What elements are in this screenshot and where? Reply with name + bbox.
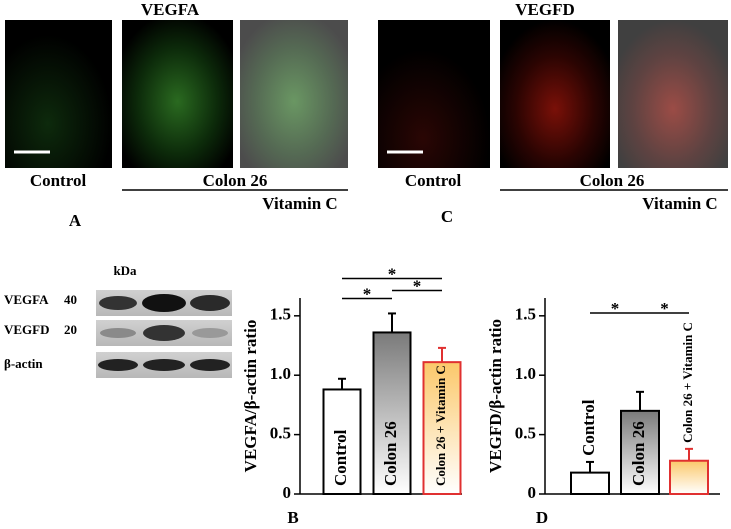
label: Control <box>30 171 87 190</box>
bar-label: Colon 26 + Vitamin C <box>433 365 448 486</box>
blot-row-label: VEGFD <box>4 322 50 337</box>
blot-unit: kDa <box>113 263 137 278</box>
significance-label: * <box>660 299 669 318</box>
panel-letter: A <box>69 211 82 230</box>
bar <box>669 459 709 495</box>
panel-letter: C <box>441 207 453 226</box>
western-blot <box>96 290 232 378</box>
y-tick-label: 0.5 <box>515 424 536 443</box>
bar-label: Control <box>331 429 350 486</box>
label: Control <box>405 171 462 190</box>
significance-label: * <box>388 264 397 283</box>
bar-label: Colon 26 <box>381 421 400 486</box>
bar <box>372 331 412 495</box>
y-axis-label: VEGFD/β-actin ratio <box>486 319 505 473</box>
bar <box>620 409 660 495</box>
y-tick-label: 1.5 <box>515 305 536 324</box>
label: Vitamin C <box>642 194 717 213</box>
blot-row-label: VEGFA <box>4 292 49 307</box>
label: Colon 26 <box>203 171 268 190</box>
y-tick-label: 0.5 <box>270 424 291 443</box>
blot-kda: 20 <box>64 322 77 337</box>
y-tick-label: 0 <box>528 483 537 502</box>
bar <box>322 388 362 496</box>
panel-title: VEGFA <box>141 0 200 19</box>
y-axis-label: VEGFA/β-actin ratio <box>241 320 260 473</box>
panel-title: VEGFD <box>515 0 575 19</box>
significance-label: * <box>363 284 372 303</box>
panel-letter: B <box>287 508 298 527</box>
blot-kda: 40 <box>64 292 77 307</box>
bar-label: Control <box>579 399 598 456</box>
bar-label: Colon 26 <box>629 421 648 486</box>
y-tick-label: 1.0 <box>515 364 536 383</box>
label: Vitamin C <box>262 194 337 213</box>
significance-label: * <box>611 299 620 318</box>
bar <box>570 471 610 496</box>
bar <box>422 361 462 495</box>
label: Colon 26 <box>580 171 645 190</box>
significance-label: * <box>413 276 422 295</box>
y-tick-label: 0 <box>283 483 292 502</box>
panel-letter: D <box>536 508 548 527</box>
y-tick-label: 1.5 <box>270 305 291 324</box>
micrographs <box>5 20 728 191</box>
bar-label: Colon 26 + Vitamin C <box>680 322 695 443</box>
blot-row-label: β-actin <box>4 356 43 371</box>
y-tick-label: 1.0 <box>270 364 291 383</box>
